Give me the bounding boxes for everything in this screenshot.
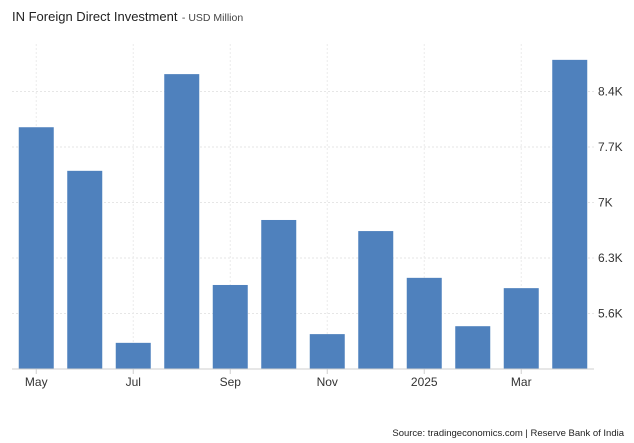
y-tick-label: 8.4K (598, 85, 623, 99)
bar (18, 127, 54, 369)
x-tick-label: Jul (126, 375, 141, 389)
y-tick-label: 7K (598, 196, 613, 210)
bar (164, 74, 200, 369)
bar (406, 277, 442, 369)
chart-title: IN Foreign Direct Investment - USD Milli… (12, 8, 243, 26)
x-tick-label: Nov (317, 375, 338, 389)
bar (309, 334, 345, 369)
y-tick-label: 5.6K (598, 307, 623, 321)
bar (212, 284, 248, 369)
bar (503, 288, 539, 369)
bar (455, 326, 491, 369)
x-tick-label: May (25, 375, 48, 389)
bar (115, 342, 151, 369)
bar (261, 219, 297, 369)
bar (67, 170, 103, 369)
subtitle-text: - USD Million (181, 12, 244, 24)
x-tick-label: 2025 (411, 375, 438, 389)
bar (552, 59, 588, 369)
source-note: Source: tradingeconomics.com | Reserve B… (392, 428, 624, 439)
y-tick-label: 6.3K (598, 251, 623, 265)
y-tick-label: 7.7K (598, 140, 623, 154)
x-tick-label: Sep (220, 375, 242, 389)
x-tick-label: Mar (511, 375, 532, 389)
bar (358, 231, 394, 369)
title-text: IN Foreign Direct Investment (12, 9, 178, 24)
